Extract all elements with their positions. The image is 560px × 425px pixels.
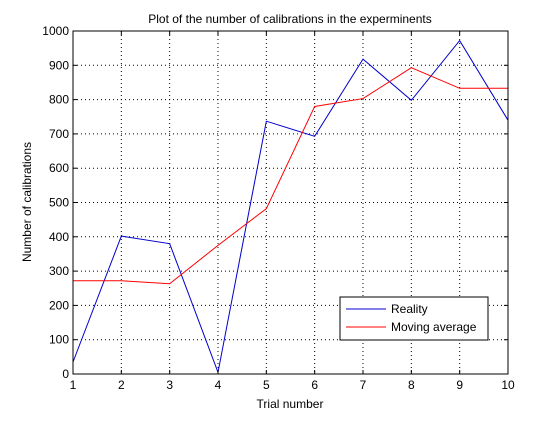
legend: Reality Moving average (339, 296, 489, 341)
x-axis-label: Trial number (257, 397, 324, 411)
x-tick-label: 8 (408, 378, 415, 392)
series-line-reality (72, 39, 509, 375)
x-tick-label: 1 (70, 378, 77, 392)
x-tick-label: 7 (360, 378, 367, 392)
y-tick-label: 700 (49, 127, 69, 141)
x-tick-label: 5 (263, 378, 270, 392)
y-tick-label: 300 (49, 264, 69, 278)
y-tick-label: 900 (49, 58, 69, 72)
y-tick-label: 0 (62, 367, 69, 381)
y-tick-label: 400 (49, 230, 69, 244)
chart-title: Plot of the number of calibrations in th… (148, 12, 432, 26)
y-tick-label: 1000 (42, 24, 69, 38)
series-line-moving-average (73, 67, 508, 285)
x-tick-label: 3 (166, 378, 173, 392)
y-tick-label: 800 (49, 93, 69, 107)
legend-label-reality: Reality (391, 302, 428, 316)
ticks (72, 30, 509, 375)
series-lines (72, 39, 509, 375)
x-tick-labels: 1 2 3 4 5 6 7 8 9 10 (70, 378, 515, 392)
x-tick-label: 9 (456, 378, 463, 392)
x-tick-label: 10 (501, 378, 515, 392)
y-tick-label: 200 (49, 298, 69, 312)
y-tick-label: 600 (49, 161, 69, 175)
y-tick-labels: 0 100 200 300 400 500 600 700 800 900 1000 (42, 24, 69, 381)
y-tick-label: 500 (49, 196, 69, 210)
x-tick-label: 6 (311, 378, 318, 392)
legend-box (339, 296, 489, 341)
x-tick-label: 2 (118, 378, 125, 392)
x-tick-label: 4 (215, 378, 222, 392)
legend-label-moving-average: Moving average (391, 320, 477, 334)
y-axis-label: Number of calibrations (20, 142, 34, 262)
grid (73, 31, 508, 374)
y-tick-label: 100 (49, 333, 69, 347)
